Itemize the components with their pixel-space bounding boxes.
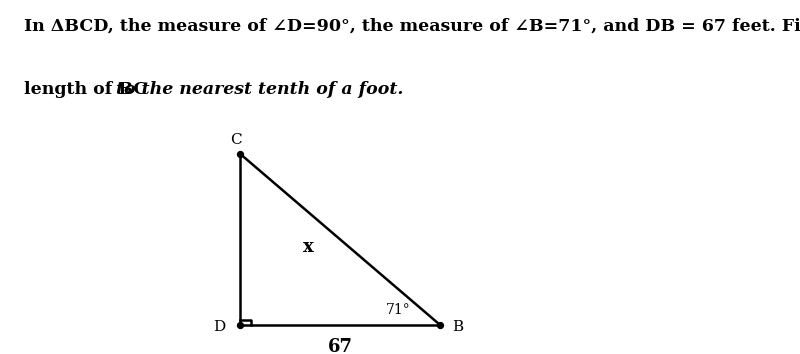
Text: to the nearest tenth of a foot.: to the nearest tenth of a foot.	[115, 81, 403, 98]
Point	[234, 322, 246, 328]
Text: In ΔBCD, the measure of ∠D=90°, the measure of ∠B=71°, and DB = 67 feet. Find th: In ΔBCD, the measure of ∠D=90°, the meas…	[24, 18, 800, 35]
Text: 67: 67	[327, 338, 353, 354]
Text: D: D	[214, 320, 226, 334]
Text: x: x	[303, 238, 314, 256]
Text: B: B	[452, 320, 463, 334]
Text: C: C	[230, 133, 242, 147]
Text: 71°: 71°	[386, 303, 410, 317]
Point	[434, 322, 446, 328]
Text: length of BC: length of BC	[24, 81, 154, 98]
Point	[234, 151, 246, 156]
